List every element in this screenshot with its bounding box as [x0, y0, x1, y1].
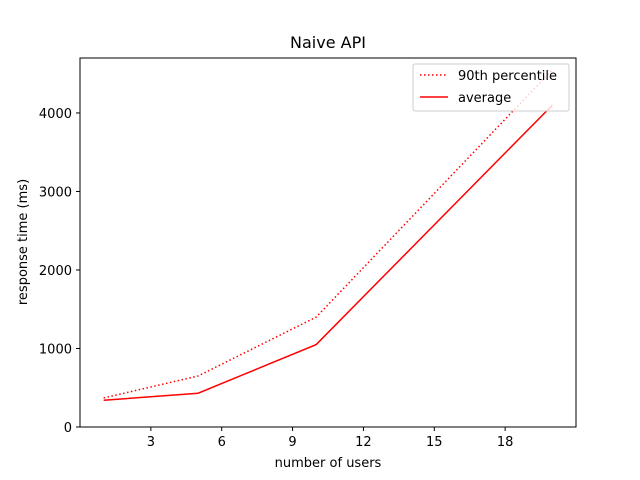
x-axis: 3 6 9 12 15 18	[147, 427, 514, 450]
y-axis-label: response time (ms)	[16, 179, 31, 305]
legend-label-90th-percentile: 90th percentile	[458, 69, 557, 84]
y-tick-label: 1000	[39, 342, 72, 357]
x-tick-label: 18	[497, 435, 514, 450]
legend: 90th percentile average	[412, 63, 570, 112]
x-tick-label: 6	[218, 435, 226, 450]
series-line-90th-percentile	[103, 69, 553, 399]
y-tick-label: 3000	[39, 185, 72, 200]
x-tick-label: 12	[355, 435, 372, 450]
y-tick-label: 2000	[39, 264, 72, 279]
series-lines	[103, 69, 553, 402]
y-axis: 0 1000 2000 3000 4000	[39, 107, 80, 436]
y-tick-label: 4000	[39, 107, 72, 122]
x-tick-label: 15	[426, 435, 443, 450]
legend-box	[412, 63, 570, 112]
legend-label-average: average	[458, 91, 511, 106]
plot-area-frame	[79, 57, 577, 428]
x-axis-label: number of users	[275, 456, 382, 471]
x-tick-label: 3	[147, 435, 155, 450]
chart-title: Naive API	[290, 33, 366, 52]
series-line-average	[103, 104, 553, 402]
y-tick-label: 0	[64, 421, 72, 436]
x-tick-label: 9	[288, 435, 296, 450]
